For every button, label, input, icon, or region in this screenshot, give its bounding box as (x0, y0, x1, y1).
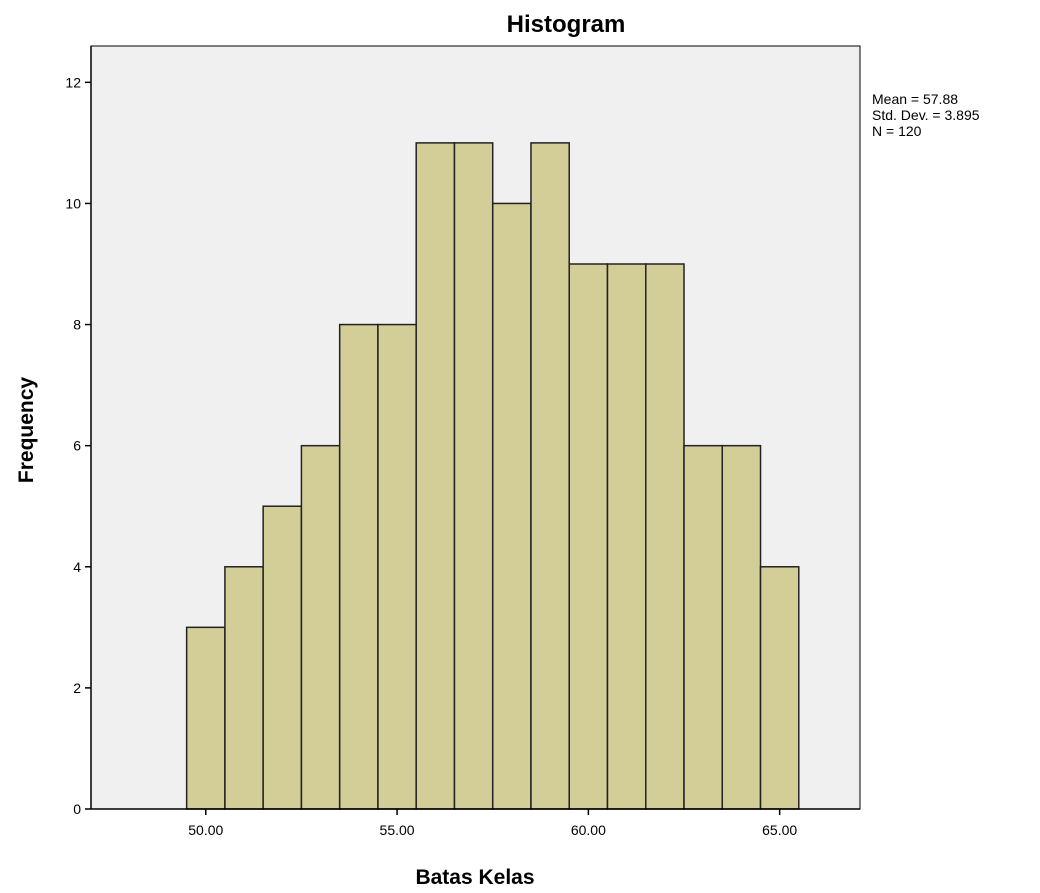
y-tick-label: 10 (65, 195, 81, 211)
x-axis-label: Batas Kelas (415, 866, 534, 889)
bars-group (185, 142, 800, 810)
x-tick-label: 50.00 (188, 822, 223, 838)
y-tick-label: 4 (73, 559, 81, 575)
histogram-bar-8 (491, 202, 532, 810)
histogram-bar-5 (377, 323, 417, 810)
x-tick-label: 55.00 (380, 822, 415, 838)
y-tick-label: 12 (65, 74, 81, 90)
axes-group: 0 2 4 6 8 10 12 50.00 55.00 60.00 65.00 (65, 46, 860, 838)
histogram-bar-6 (415, 142, 456, 810)
histogram-bar-14 (721, 444, 762, 810)
histogram-bar-13 (683, 444, 724, 810)
histogram-bar-2 (262, 505, 303, 810)
histogram-bar-10 (568, 263, 609, 810)
x-tick-label: 60.00 (571, 822, 606, 838)
x-tick-label: 65.00 (762, 822, 797, 838)
histogram-bar-9 (530, 142, 570, 810)
histogram-bar-3 (300, 444, 341, 810)
stats-line-0: Mean = 57.88 (872, 91, 958, 107)
y-tick-label: 8 (73, 317, 81, 333)
y-axis-label: Frequency (15, 377, 38, 484)
y-tick-label: 2 (73, 680, 81, 696)
histogram-bar-7 (453, 142, 494, 810)
histogram-bar-11 (606, 263, 647, 810)
histogram-bar-1 (224, 566, 264, 810)
histogram-bar-15 (759, 566, 800, 810)
y-tick-label: 6 (73, 438, 81, 454)
histogram-bar-12 (645, 263, 685, 810)
stats-line-2: N = 120 (872, 123, 922, 139)
y-tick-label: 0 (73, 801, 81, 817)
stats-line-1: Std. Dev. = 3.895 (872, 107, 980, 123)
histogram-bar-0 (185, 626, 226, 810)
chart-title: Histogram (507, 11, 626, 38)
histogram-bar-4 (338, 323, 379, 810)
